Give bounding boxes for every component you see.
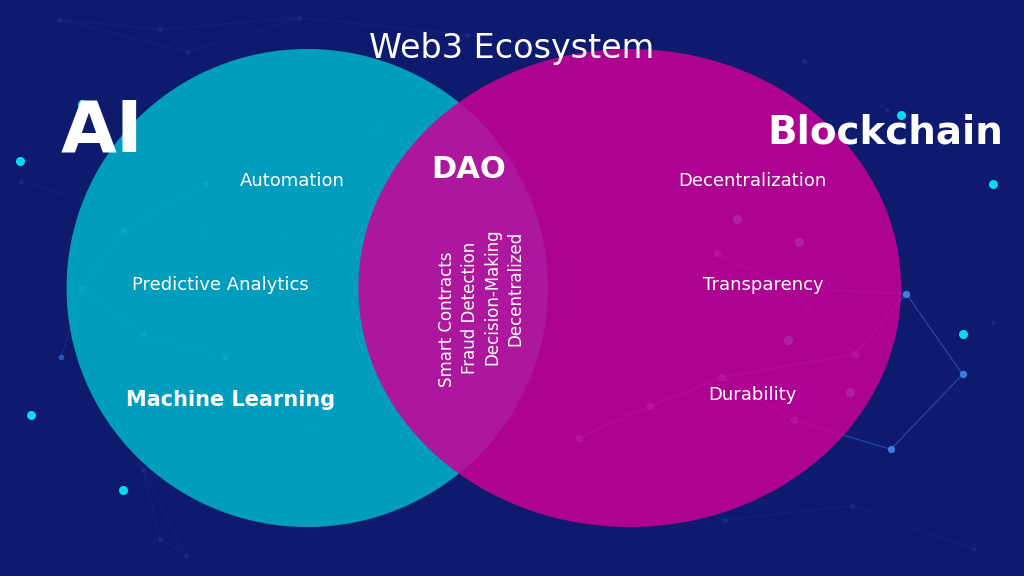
Point: [893, 111, 909, 120]
Point: [729, 214, 745, 223]
Point: [115, 226, 131, 235]
Point: [51, 15, 68, 24]
Point: [570, 433, 587, 442]
Point: [291, 13, 307, 22]
Point: [178, 552, 195, 561]
Point: [796, 56, 812, 65]
Text: DAO: DAO: [432, 156, 506, 184]
Point: [434, 392, 451, 401]
Text: Decentralization: Decentralization: [679, 172, 826, 191]
Point: [53, 353, 70, 362]
Text: Decision-Making: Decision-Making: [483, 228, 502, 365]
Ellipse shape: [67, 49, 548, 527]
Point: [785, 416, 802, 425]
Point: [134, 465, 151, 474]
Point: [459, 31, 475, 40]
Point: [605, 473, 622, 482]
Point: [367, 125, 383, 134]
Point: [13, 177, 30, 187]
Point: [985, 318, 1001, 327]
Point: [847, 350, 863, 359]
Point: [197, 180, 213, 189]
Text: Automation: Automation: [240, 172, 344, 191]
Text: Smart Contracts: Smart Contracts: [438, 252, 457, 388]
Point: [642, 401, 658, 411]
Point: [152, 25, 168, 34]
Text: Decentralized: Decentralized: [506, 230, 524, 346]
Point: [954, 370, 971, 379]
Text: Transparency: Transparency: [702, 276, 823, 294]
Point: [898, 289, 914, 298]
Point: [985, 180, 1001, 189]
Point: [844, 501, 860, 510]
Point: [780, 283, 797, 293]
Point: [714, 373, 730, 382]
Text: Fraud Detection: Fraud Detection: [461, 242, 479, 374]
Point: [303, 422, 319, 431]
Point: [74, 99, 90, 108]
Point: [709, 249, 725, 258]
Text: Web3 Ecosystem: Web3 Ecosystem: [370, 32, 654, 66]
Text: AI: AI: [61, 98, 143, 167]
Point: [135, 329, 152, 339]
Point: [376, 230, 392, 240]
Point: [12, 157, 29, 166]
Point: [209, 286, 225, 295]
Ellipse shape: [358, 49, 901, 527]
Point: [717, 515, 733, 524]
Point: [618, 256, 635, 266]
Text: Machine Learning: Machine Learning: [126, 391, 335, 410]
Point: [152, 534, 168, 543]
Point: [954, 329, 971, 339]
Point: [197, 227, 213, 236]
Point: [529, 190, 546, 199]
Point: [23, 410, 39, 419]
Point: [883, 445, 899, 454]
Point: [217, 353, 233, 362]
Text: Predictive Analytics: Predictive Analytics: [132, 276, 308, 294]
Point: [74, 283, 90, 293]
Point: [791, 237, 807, 247]
Point: [842, 387, 858, 396]
Point: [879, 106, 895, 115]
Text: Blockchain: Blockchain: [768, 113, 1004, 151]
Text: Durability: Durability: [709, 385, 797, 404]
Point: [966, 545, 982, 554]
Point: [780, 335, 797, 344]
Point: [290, 272, 306, 281]
Point: [518, 40, 535, 50]
Point: [179, 48, 196, 57]
Point: [607, 396, 624, 405]
Point: [741, 221, 758, 230]
Point: [115, 485, 131, 494]
